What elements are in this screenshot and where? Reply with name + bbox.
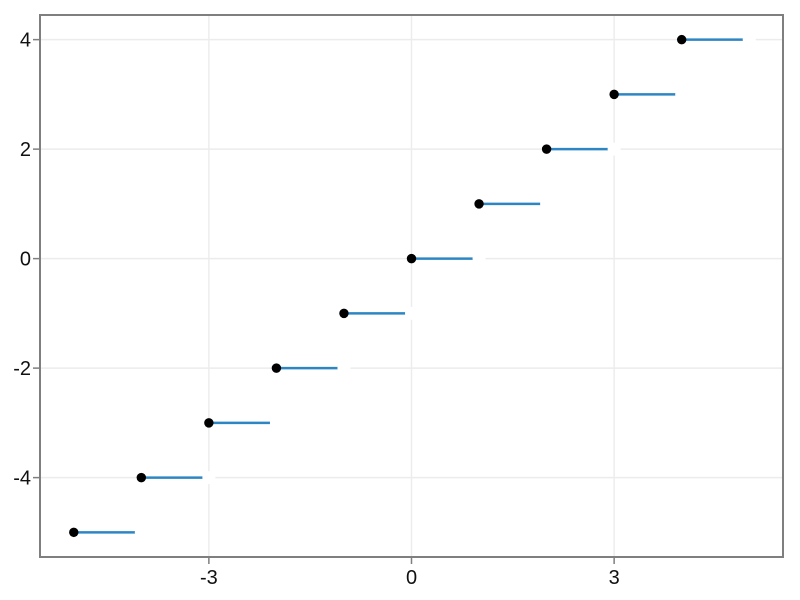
tick-marks-layer bbox=[33, 38, 615, 564]
open-endpoint-marker bbox=[269, 416, 283, 430]
y-tick-label: 0 bbox=[20, 249, 31, 271]
closed-endpoint-marker bbox=[676, 34, 687, 45]
open-endpoint-marker bbox=[202, 471, 216, 485]
open-endpoint-marker bbox=[607, 142, 621, 156]
tick-labels-layer: -3 0 3 -4 -2 0 2 4 bbox=[13, 30, 619, 589]
open-endpoint-marker bbox=[742, 33, 756, 47]
y-tick-label: -4 bbox=[13, 468, 31, 490]
closed-endpoint-marker bbox=[271, 363, 282, 373]
open-endpoint-marker bbox=[675, 87, 689, 101]
closed-endpoint-marker bbox=[609, 89, 619, 100]
closed-endpoint-marker bbox=[339, 308, 349, 319]
axes-frame bbox=[39, 14, 784, 558]
closed-endpoint-marker bbox=[541, 144, 552, 154]
closed-endpoint-marker bbox=[474, 199, 484, 209]
y-tick-label: -2 bbox=[13, 358, 31, 380]
x-tick-label: 0 bbox=[406, 567, 417, 589]
closed-endpoint-marker bbox=[69, 527, 79, 538]
closed-endpoint-marker bbox=[136, 472, 147, 483]
open-endpoint-marker bbox=[134, 525, 148, 539]
x-tick-label: 3 bbox=[609, 567, 620, 589]
grid-layer bbox=[40, 15, 783, 557]
closed-endpoint-marker bbox=[204, 418, 214, 428]
open-endpoint-marker bbox=[540, 197, 554, 211]
x-tick-label: -3 bbox=[200, 567, 218, 589]
axes-frame-layer bbox=[39, 14, 784, 558]
series-layer bbox=[69, 33, 756, 539]
open-endpoint-marker bbox=[472, 252, 486, 266]
y-tick-label: 4 bbox=[20, 30, 31, 52]
open-endpoint-marker bbox=[337, 361, 351, 375]
open-endpoint-marker bbox=[405, 306, 418, 320]
y-tick-label: 2 bbox=[20, 139, 31, 161]
closed-endpoint-marker bbox=[406, 253, 417, 264]
